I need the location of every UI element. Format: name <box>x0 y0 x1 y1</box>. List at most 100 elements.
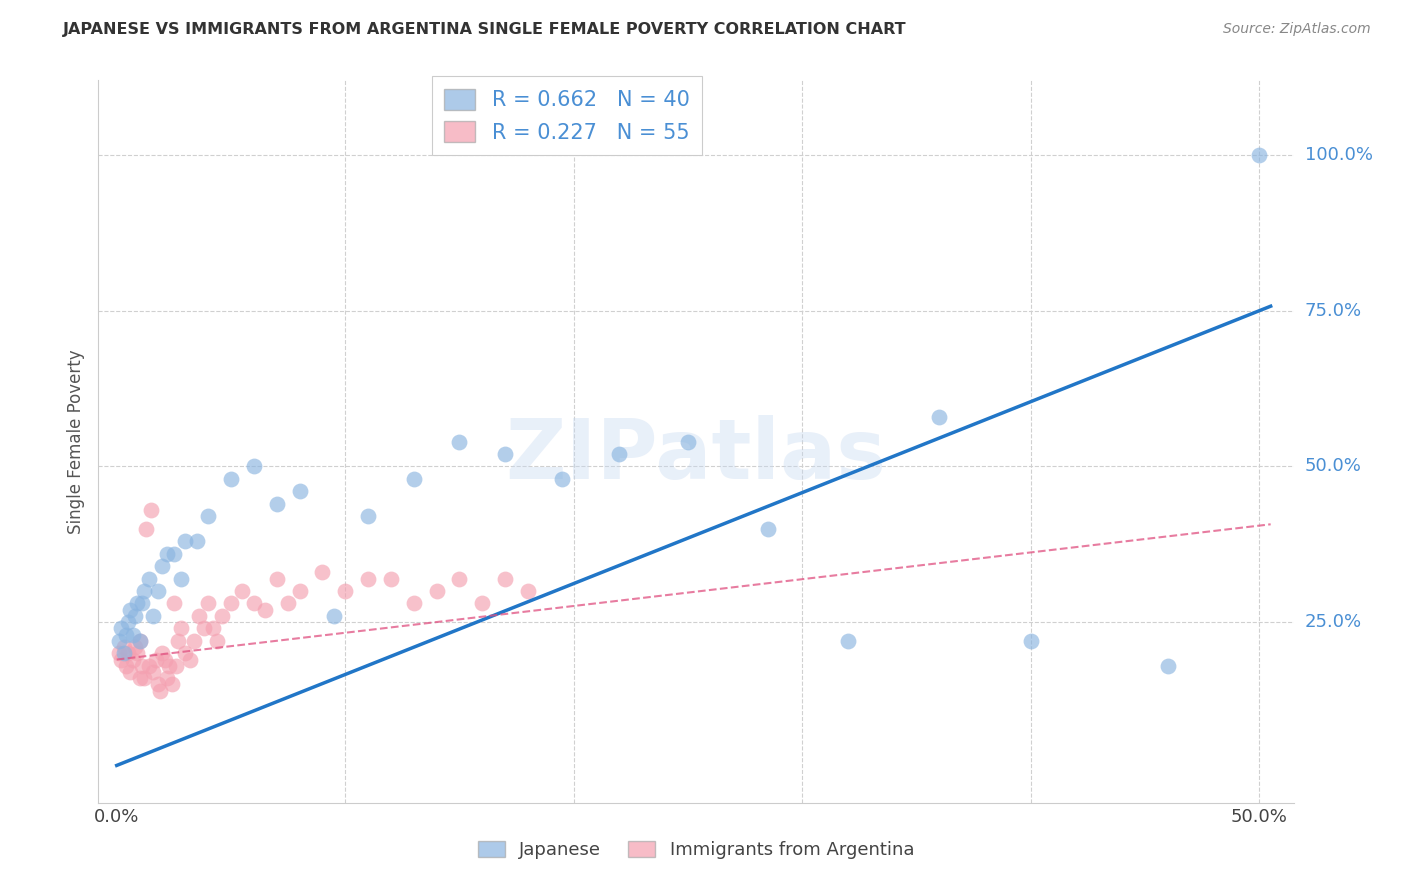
Japanese <box>134 584 156 599</box>
Immigrants from Argentina <box>127 646 149 660</box>
Japanese <box>197 509 219 524</box>
Japanese <box>928 409 950 424</box>
Immigrants from Argentina <box>163 597 186 611</box>
Text: JAPANESE VS IMMIGRANTS FROM ARGENTINA SINGLE FEMALE POVERTY CORRELATION CHART: JAPANESE VS IMMIGRANTS FROM ARGENTINA SI… <box>63 22 907 37</box>
Immigrants from Argentina <box>277 597 299 611</box>
Japanese <box>120 603 142 617</box>
Japanese <box>117 615 139 630</box>
Immigrants from Argentina <box>152 646 174 660</box>
Immigrants from Argentina <box>134 671 156 685</box>
Japanese <box>131 597 153 611</box>
Immigrants from Argentina <box>135 522 157 536</box>
Immigrants from Argentina <box>128 633 150 648</box>
Japanese <box>357 509 380 524</box>
Immigrants from Argentina <box>160 677 183 691</box>
Japanese <box>121 627 143 641</box>
Immigrants from Argentina <box>138 658 160 673</box>
Immigrants from Argentina <box>402 597 425 611</box>
Japanese <box>266 497 288 511</box>
Text: 50.0%: 50.0% <box>1305 458 1361 475</box>
Immigrants from Argentina <box>207 633 229 648</box>
Japanese <box>449 434 471 449</box>
Immigrants from Argentina <box>149 683 172 698</box>
Immigrants from Argentina <box>335 584 357 599</box>
Japanese <box>163 547 186 561</box>
Japanese <box>1019 633 1042 648</box>
Japanese <box>609 447 631 461</box>
Immigrants from Argentina <box>288 584 311 599</box>
Japanese <box>146 584 169 599</box>
Immigrants from Argentina <box>139 503 162 517</box>
Japanese <box>142 609 165 624</box>
Immigrants from Argentina <box>231 584 253 599</box>
Immigrants from Argentina <box>115 658 138 673</box>
Text: 75.0%: 75.0% <box>1305 301 1362 319</box>
Immigrants from Argentina <box>110 652 132 666</box>
Immigrants from Argentina <box>449 572 471 586</box>
Immigrants from Argentina <box>201 621 224 635</box>
Immigrants from Argentina <box>124 640 146 654</box>
Japanese <box>494 447 516 461</box>
Text: Source: ZipAtlas.com: Source: ZipAtlas.com <box>1223 22 1371 37</box>
Japanese <box>551 472 574 486</box>
Immigrants from Argentina <box>266 572 288 586</box>
Immigrants from Argentina <box>165 658 187 673</box>
Japanese <box>243 459 266 474</box>
Japanese <box>174 534 197 549</box>
Japanese <box>108 633 131 648</box>
Japanese <box>288 484 311 499</box>
Immigrants from Argentina <box>142 665 165 679</box>
Immigrants from Argentina <box>254 603 277 617</box>
Immigrants from Argentina <box>167 633 190 648</box>
Text: ZIPatlas: ZIPatlas <box>506 416 886 497</box>
Immigrants from Argentina <box>120 665 142 679</box>
Immigrants from Argentina <box>170 621 193 635</box>
Immigrants from Argentina <box>153 652 176 666</box>
Immigrants from Argentina <box>380 572 402 586</box>
Immigrants from Argentina <box>146 677 169 691</box>
Immigrants from Argentina <box>426 584 449 599</box>
Japanese <box>124 609 146 624</box>
Y-axis label: Single Female Poverty: Single Female Poverty <box>66 350 84 533</box>
Japanese <box>156 547 179 561</box>
Japanese <box>402 472 425 486</box>
Japanese <box>138 572 160 586</box>
Immigrants from Argentina <box>131 658 153 673</box>
Legend: Japanese, Immigrants from Argentina: Japanese, Immigrants from Argentina <box>471 833 921 866</box>
Immigrants from Argentina <box>179 652 201 666</box>
Immigrants from Argentina <box>211 609 233 624</box>
Japanese <box>756 522 779 536</box>
Japanese <box>322 609 344 624</box>
Immigrants from Argentina <box>243 597 266 611</box>
Immigrants from Argentina <box>108 646 131 660</box>
Immigrants from Argentina <box>112 640 135 654</box>
Immigrants from Argentina <box>117 646 139 660</box>
Immigrants from Argentina <box>145 652 167 666</box>
Japanese <box>219 472 242 486</box>
Japanese <box>1157 658 1180 673</box>
Immigrants from Argentina <box>197 597 219 611</box>
Japanese <box>127 597 149 611</box>
Immigrants from Argentina <box>311 566 333 580</box>
Immigrants from Argentina <box>156 671 179 685</box>
Immigrants from Argentina <box>121 652 143 666</box>
Immigrants from Argentina <box>193 621 215 635</box>
Japanese <box>1249 148 1271 162</box>
Immigrants from Argentina <box>471 597 494 611</box>
Japanese <box>115 627 138 641</box>
Japanese <box>128 633 150 648</box>
Immigrants from Argentina <box>128 671 150 685</box>
Japanese <box>837 633 859 648</box>
Text: 100.0%: 100.0% <box>1305 146 1372 164</box>
Immigrants from Argentina <box>517 584 540 599</box>
Immigrants from Argentina <box>188 609 211 624</box>
Japanese <box>170 572 193 586</box>
Japanese <box>152 559 174 574</box>
Japanese <box>110 621 132 635</box>
Immigrants from Argentina <box>157 658 180 673</box>
Immigrants from Argentina <box>494 572 516 586</box>
Japanese <box>186 534 208 549</box>
Immigrants from Argentina <box>174 646 197 660</box>
Text: 25.0%: 25.0% <box>1305 613 1362 632</box>
Japanese <box>112 646 135 660</box>
